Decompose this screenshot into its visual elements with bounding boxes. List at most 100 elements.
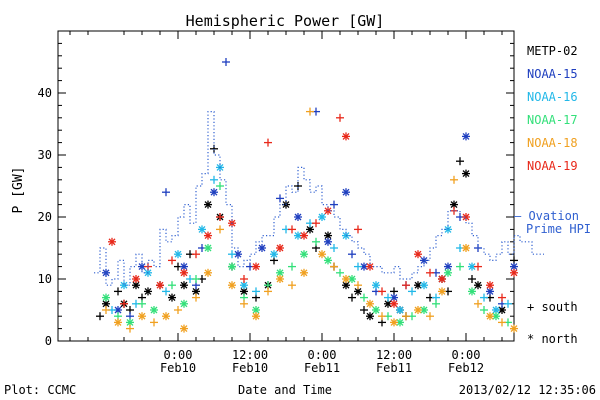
data-point-north: [252, 312, 260, 321]
data-point-south: [240, 299, 248, 308]
data-point-north: [390, 299, 398, 308]
data-point-north: [108, 237, 116, 246]
data-point-north: [276, 244, 284, 252]
data-point-north: [324, 237, 332, 246]
data-point-south: [150, 318, 158, 327]
data-point-south: [480, 293, 488, 302]
y-axis-ticks: 0 10 20 30 40: [38, 42, 514, 348]
data-point-south: [504, 299, 512, 308]
data-point-south: [348, 293, 356, 302]
data-point-north: [462, 132, 470, 141]
ovation-legend-line2: Prime HPI: [526, 222, 591, 236]
data-point-south: [378, 287, 386, 296]
legend-entry: METP-02: [527, 44, 578, 58]
data-point-north: [492, 312, 500, 321]
data-point-south: [360, 306, 368, 314]
data-point-north: [114, 318, 122, 327]
data-point-north: [414, 250, 422, 259]
data-point-south: [192, 250, 200, 259]
data-point-north: [444, 268, 452, 277]
x-tick-date-label: Feb10: [160, 361, 196, 375]
data-point-south: [126, 324, 134, 333]
x-tick-date-label: Feb12: [448, 361, 484, 375]
legend-entry: NOAA-15: [527, 67, 578, 81]
plot-timestamp: 2013/02/12 12:35:06: [459, 383, 596, 397]
data-point-south: [288, 281, 296, 290]
data-point-north: [204, 268, 212, 277]
data-point-south: [162, 188, 170, 197]
data-point-north: [168, 293, 176, 302]
data-point-south: [426, 268, 434, 277]
data-point-south: [96, 312, 104, 321]
data-point-north: [228, 262, 236, 271]
y-tick-label: 20: [38, 210, 52, 224]
data-point-south: [252, 287, 260, 296]
y-tick-label: 40: [38, 86, 52, 100]
data-point-south: [168, 256, 176, 265]
data-point-north: [144, 287, 152, 296]
data-point-north: [342, 132, 350, 141]
data-point-south: [288, 225, 296, 234]
plot-frame: [57, 30, 515, 342]
ovation-hpi-line: [94, 111, 544, 286]
data-point-north: [204, 231, 212, 240]
data-point-south: [330, 262, 338, 271]
data-point-north: [468, 287, 476, 296]
data-point-north: [342, 275, 350, 283]
data-point-south: [498, 318, 506, 327]
y-tick-label: 10: [38, 272, 52, 286]
data-point-north: [462, 244, 470, 252]
data-point-south: [456, 157, 464, 166]
x-tick-date-label: Feb11: [304, 361, 340, 375]
data-point-south: [408, 287, 416, 296]
data-point-south: [120, 299, 128, 308]
data-point-south: [330, 244, 338, 252]
data-point-south: [498, 293, 506, 302]
x-tick-time-label: 12:00: [232, 348, 268, 362]
data-point-south: [114, 287, 122, 296]
data-point-north: [324, 256, 332, 265]
data-point-north: [162, 312, 170, 321]
data-point-south: [378, 312, 386, 321]
data-point-north: [486, 281, 494, 290]
x-tick-time-label: 0:00: [452, 348, 481, 362]
data-point-south: [240, 275, 248, 283]
x-tick-time-label: 0:00: [164, 348, 193, 362]
data-point-south: [294, 182, 302, 190]
series-noaa-18: [102, 107, 518, 333]
legend-entry: NOAA-16: [527, 90, 578, 104]
data-point-south: [312, 237, 320, 246]
data-point-south: [480, 306, 488, 314]
data-point-north: [180, 324, 188, 333]
x-tick-date-label: Feb11: [376, 361, 412, 375]
data-point-south: [474, 299, 482, 308]
data-point-south: [306, 107, 314, 116]
data-point-south: [336, 113, 344, 122]
data-point-north: [414, 306, 422, 314]
data-point-north: [270, 250, 278, 259]
data-point-north: [372, 281, 380, 290]
data-point-north: [324, 206, 332, 215]
data-point-north: [486, 287, 494, 296]
data-point-north: [174, 250, 182, 259]
data-point-north: [126, 318, 134, 327]
data-point-north: [342, 231, 350, 240]
data-point-south: [138, 299, 146, 308]
data-point-north: [510, 268, 518, 277]
x-tick-time-label: 0:00: [308, 348, 337, 362]
data-point-north: [210, 188, 218, 197]
data-point-south: [102, 306, 110, 314]
ovation-legend-line1: — Ovation: [514, 209, 579, 223]
data-point-north: [294, 213, 302, 221]
data-point-north: [462, 213, 470, 221]
data-point-north: [300, 231, 308, 240]
data-point-south: [432, 299, 440, 308]
data-point-south: [336, 268, 344, 277]
data-point-north: [318, 250, 326, 259]
data-point-north: [366, 299, 374, 308]
data-point-north: [438, 275, 446, 283]
data-point-north: [276, 275, 284, 283]
data-point-south: [174, 306, 182, 314]
data-point-north: [390, 318, 398, 327]
